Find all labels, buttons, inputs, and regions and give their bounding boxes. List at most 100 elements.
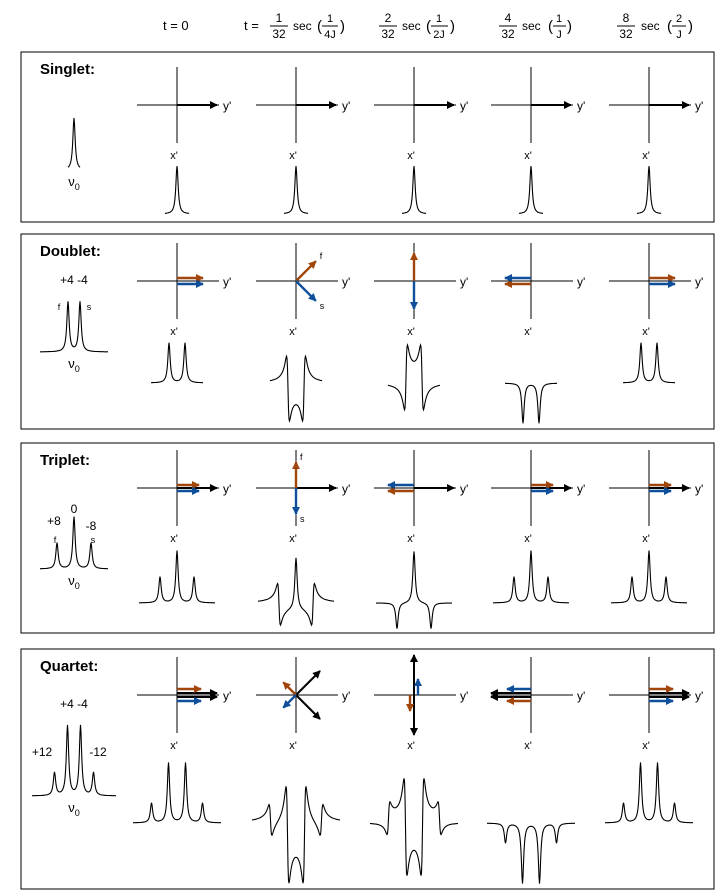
column-0: y' x': [137, 450, 231, 604]
svg-text:): ): [340, 18, 345, 35]
reference-line-label: f: [54, 535, 57, 545]
svg-text:J: J: [556, 29, 562, 41]
svg-text:2J: 2J: [433, 29, 445, 41]
x-axis-label: x': [170, 533, 178, 545]
x-axis-label: x': [642, 740, 650, 752]
reference-top-label: -8: [86, 519, 97, 533]
header-col1: t = 1 32 sec ( 1 4J ): [244, 11, 345, 41]
panel-singlet: Singlet: ν0 y' x' y' x' y' x' y' x' y' x': [20, 51, 715, 223]
panel-doublet: Doublet: ν0 +4 -4 f s y' x' y' x' f s y' x' y' x' y' x': [20, 233, 715, 430]
column-0: y' x': [137, 67, 231, 214]
reference-top-label: +8: [47, 514, 61, 528]
x-axis-label: x': [170, 150, 178, 162]
x-axis-label: x': [170, 740, 178, 752]
svg-text:(: (: [426, 18, 431, 35]
column-2: y' x': [374, 450, 468, 629]
y-axis-label: y': [460, 275, 468, 289]
column-4: y' x': [609, 450, 703, 604]
total-vector: [295, 694, 321, 720]
fast-vector: [295, 260, 317, 282]
y-axis-label: y': [342, 482, 350, 496]
panel-border: [20, 648, 715, 890]
reference-spectrum: ν0: [67, 117, 81, 192]
x-axis-label: x': [407, 326, 415, 338]
reference-spectrum-line: [32, 724, 116, 797]
reference-top-label: +4 -4: [60, 697, 88, 711]
spectrum: [151, 342, 203, 384]
svg-text:4J: 4J: [324, 29, 336, 41]
x-axis-label: x': [289, 326, 297, 338]
svg-text:32: 32: [501, 27, 515, 41]
spectrum: [611, 550, 687, 604]
svg-text:sec: sec: [293, 19, 312, 33]
spectrum: [487, 822, 575, 884]
panel-title: Singlet:: [40, 61, 95, 78]
svg-text:): ): [567, 18, 572, 35]
panels: Singlet: ν0 y' x' y' x' y' x' y' x' y' x' Doublet: ν0…: [20, 51, 715, 890]
column-1: y' x' f s: [256, 450, 350, 627]
svg-text:sec: sec: [402, 19, 421, 33]
panel-quartet: Quartet: ν0 +4 -4 +12 -12 y' x' y' x' y' x' y' x' y' x…: [20, 648, 715, 890]
reference-top-label: 0: [71, 502, 78, 516]
reference-top-label: +4 -4: [60, 273, 88, 287]
vector-label: s: [300, 514, 305, 524]
x-axis-label: x': [642, 150, 650, 162]
y-axis-label: y': [460, 99, 468, 113]
vector-label: f: [300, 452, 303, 462]
x-axis-label: x': [524, 150, 532, 162]
column-0: y' x': [137, 243, 231, 384]
reference-spectrum: ν0 +8 0 -8 f s: [40, 502, 108, 591]
column-3: y' x': [487, 657, 585, 884]
reference-side-label: +12: [32, 745, 53, 759]
column-1: y' x': [251, 657, 350, 884]
y-axis-label: y': [223, 482, 231, 496]
column-4: y' x': [609, 243, 703, 384]
panel-border: [20, 442, 715, 634]
column-3: y' x': [491, 450, 585, 604]
y-axis-label: y': [577, 482, 585, 496]
spectrum: [401, 165, 427, 214]
reference-side-label: -12: [89, 745, 107, 759]
svg-text:1: 1: [276, 11, 283, 25]
svg-text:8: 8: [623, 11, 630, 25]
nu0-label: ν0: [68, 174, 80, 192]
y-axis-label: y': [223, 99, 231, 113]
header-col3: 4 32 sec ( 1 J ): [499, 11, 572, 41]
spectrum: [636, 165, 662, 214]
spectrum: [133, 762, 221, 824]
x-axis-label: x': [642, 533, 650, 545]
svg-text:): ): [450, 18, 455, 35]
svg-text:32: 32: [381, 27, 395, 41]
y-axis-label: y': [577, 689, 585, 703]
spectrum: [505, 382, 557, 424]
x-axis-label: x': [524, 533, 532, 545]
svg-text:32: 32: [619, 27, 633, 41]
spectrum: [269, 354, 323, 423]
header-col0: t = 0: [163, 18, 189, 33]
spectrum: [139, 550, 215, 604]
spectrum: [518, 165, 544, 214]
column-1: y' x': [256, 67, 350, 214]
reference-line-label: s: [91, 535, 96, 545]
panel-border: [20, 233, 715, 430]
reference-spectrum-line: [40, 516, 108, 570]
slow-vector: [282, 694, 297, 709]
svg-text:32: 32: [272, 27, 286, 41]
reference-spectrum: ν0 +4 -4 f s: [40, 273, 108, 374]
y-axis-label: y': [460, 689, 468, 703]
reference-spectrum-line: [40, 301, 108, 353]
column-2: y' x': [369, 654, 468, 876]
y-axis-label: y': [460, 482, 468, 496]
y-axis-label: y': [342, 275, 350, 289]
reference-line-label: s: [87, 302, 92, 312]
spectrum: [164, 165, 190, 214]
vector-label: f: [320, 251, 323, 261]
panel-title: Doublet:: [40, 243, 101, 260]
column-4: y' x': [609, 67, 703, 214]
x-axis-label: x': [289, 533, 297, 545]
x-axis-label: x': [524, 326, 532, 338]
spectrum: [258, 557, 334, 627]
svg-text:J: J: [676, 29, 682, 41]
x-axis-label: x': [289, 740, 297, 752]
panel-triplet: Triplet: ν0 +8 0 -8 f s y' x' y' x' f s y' x' y' x' y' x': [20, 442, 715, 634]
